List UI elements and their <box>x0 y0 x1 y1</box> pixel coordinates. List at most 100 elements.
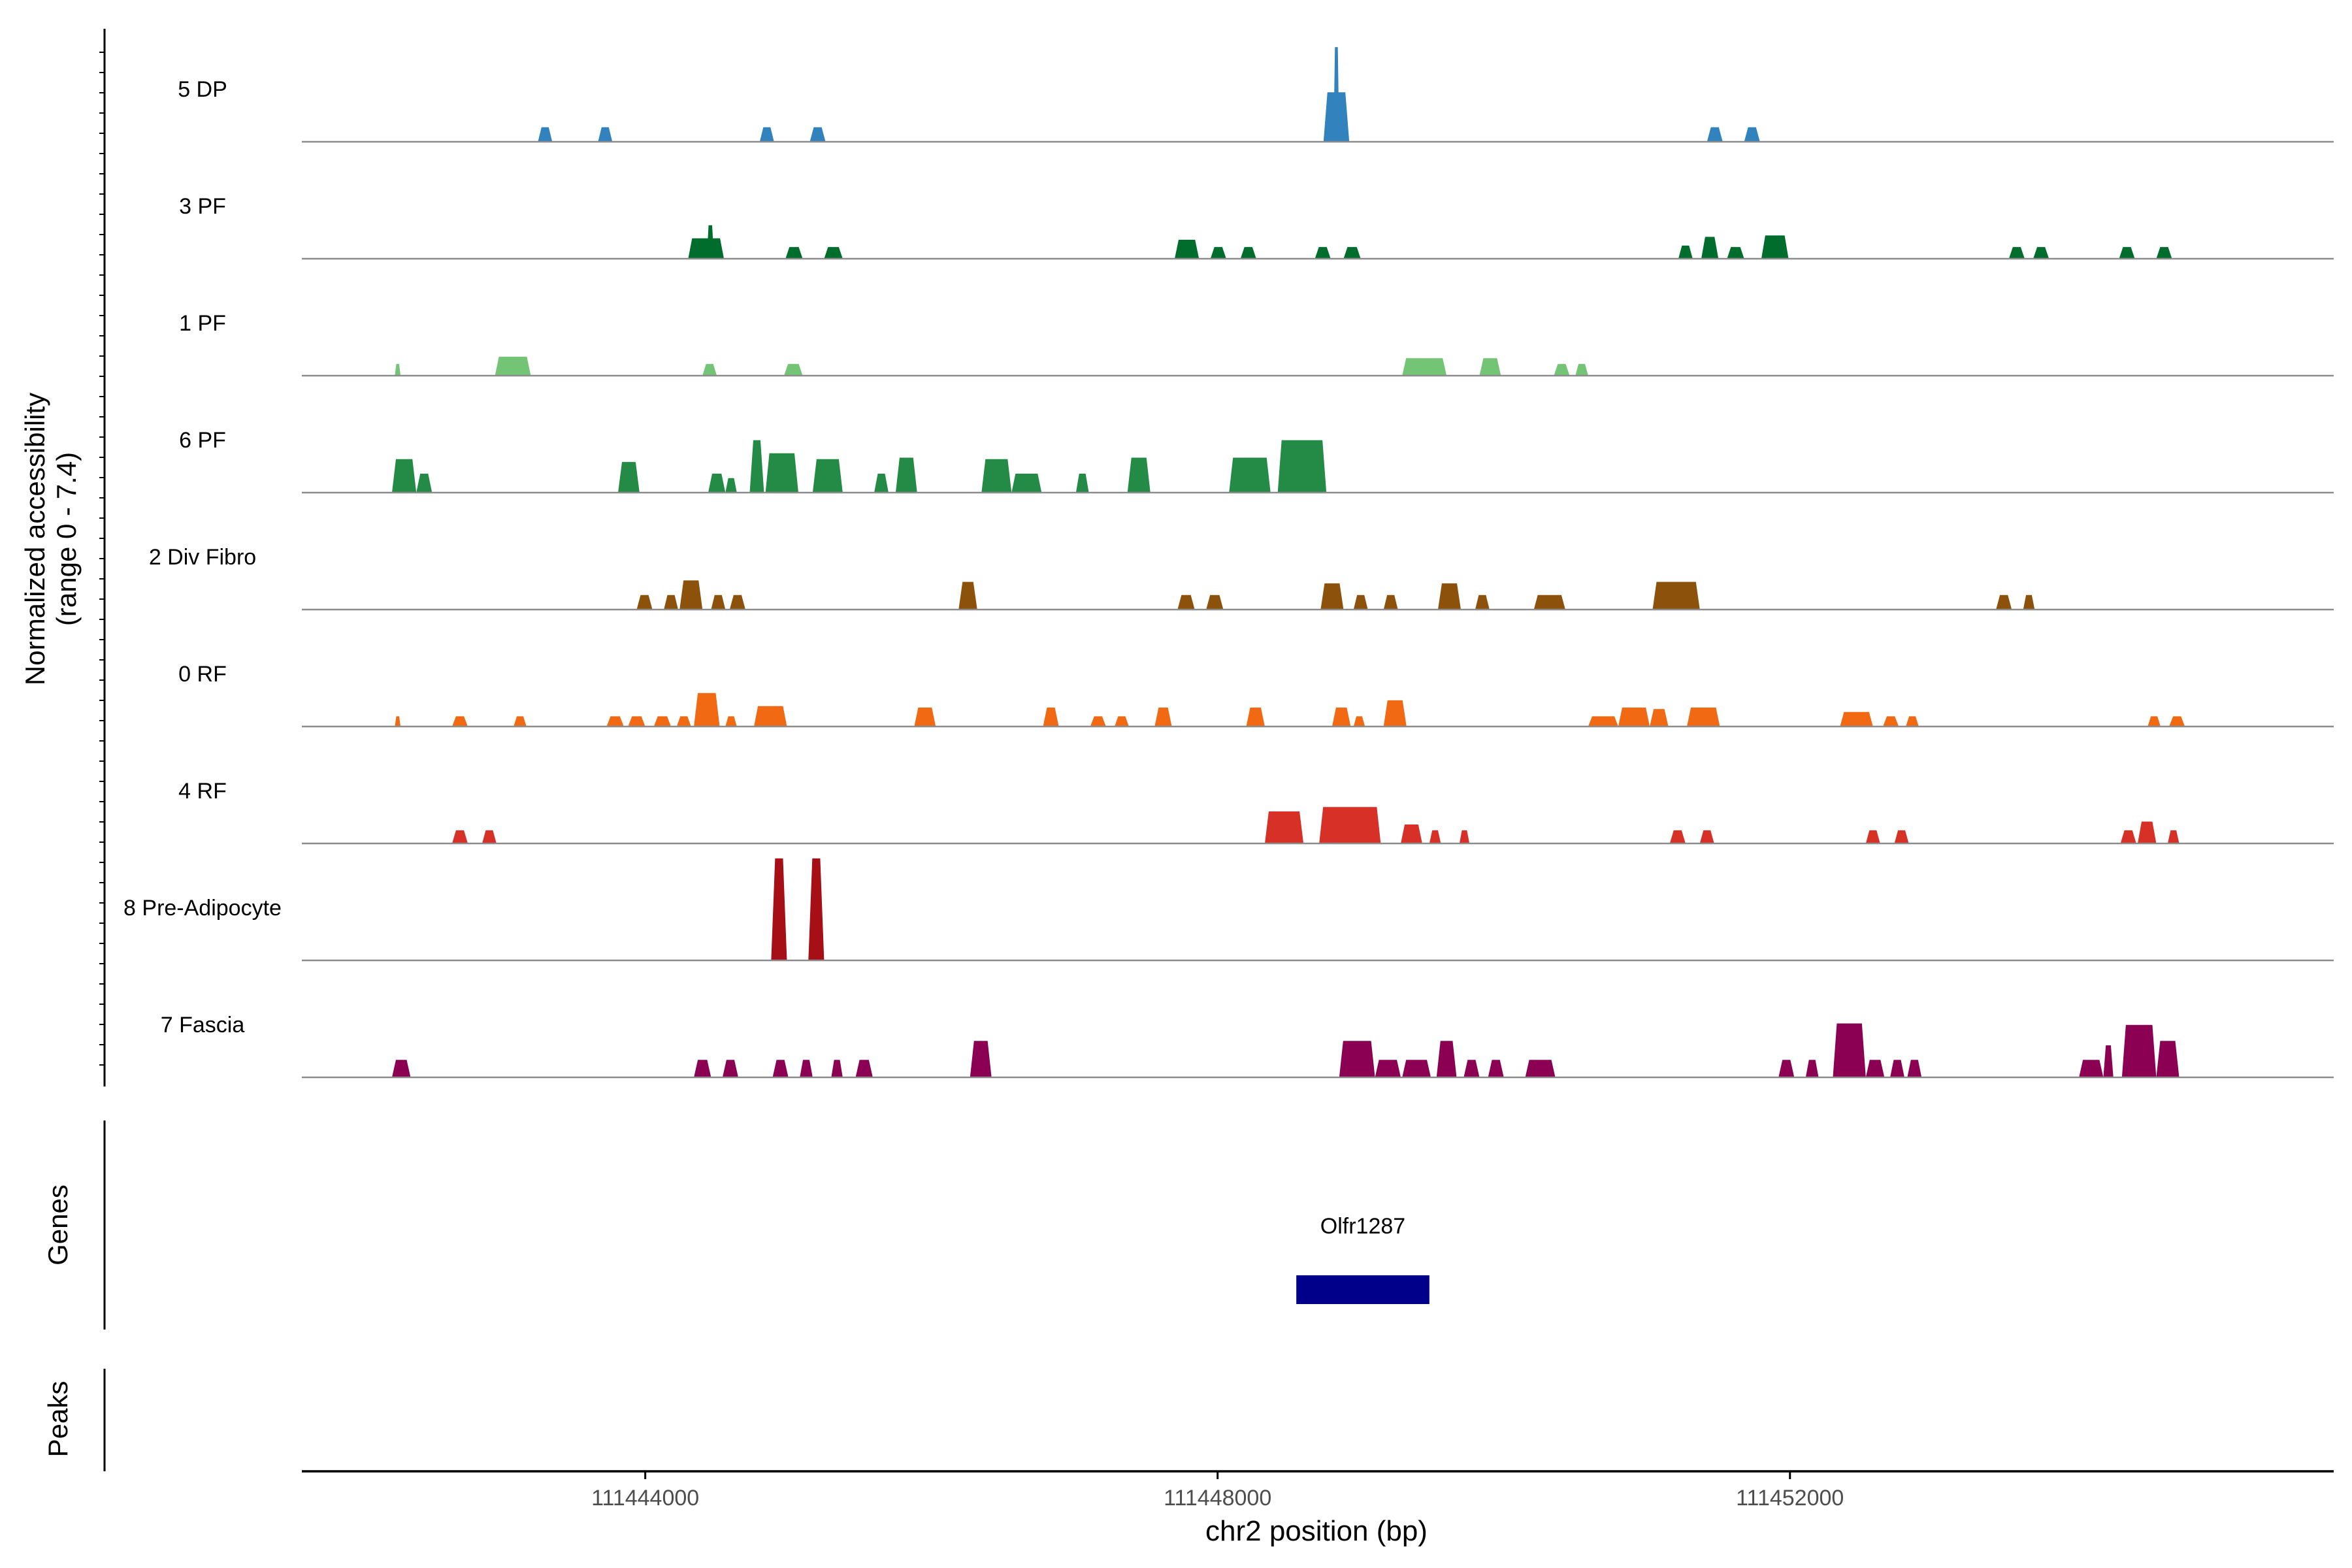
accessibility-peak <box>1277 440 1327 493</box>
track-7-fascia: 7 Fascia <box>161 1013 2334 1079</box>
accessibility-peak <box>1533 595 1565 610</box>
accessibility-peak <box>1090 716 1106 727</box>
accessibility-peak <box>1996 595 2012 610</box>
accessibility-peak <box>694 1060 711 1077</box>
accessibility-peak <box>676 716 691 727</box>
track-label: 3 PF <box>179 194 226 219</box>
accessibility-peak <box>812 459 843 493</box>
accessibility-peak <box>785 247 803 259</box>
accessibility-peak <box>914 708 936 727</box>
accessibility-peak <box>708 474 726 493</box>
accessibility-peak <box>694 693 720 727</box>
track-6-pf: 6 PF <box>179 428 2334 494</box>
accessibility-peak <box>1554 364 1570 376</box>
accessibility-peak <box>653 716 672 727</box>
gene-body <box>1296 1275 1429 1304</box>
accessibility-peak <box>702 364 717 376</box>
accessibility-peak <box>970 1041 992 1077</box>
accessibility-peak <box>874 474 889 493</box>
accessibility-peak <box>1315 247 1331 259</box>
accessibility-peak <box>1429 830 1441 843</box>
track-label: 4 RF <box>178 779 227 804</box>
accessibility-peak <box>1383 700 1407 727</box>
accessibility-peak <box>451 716 468 727</box>
accessibility-peak <box>1075 474 1089 493</box>
accessibility-peak <box>416 474 433 493</box>
accessibility-peak <box>1210 247 1226 259</box>
accessibility-tracks: 5 DP 3 PF 1 PF 6 PF 2 Div Fibro 0 RF 4 RF 8 Pre… <box>99 29 2334 1086</box>
track-label: 8 Pre-Adipocyte <box>123 896 282 921</box>
accessibility-peak <box>809 127 826 142</box>
accessibility-peak <box>1401 825 1422 843</box>
accessibility-peak <box>538 127 553 142</box>
accessibility-peak <box>1402 1060 1431 1077</box>
accessibility-peak <box>725 478 737 493</box>
accessibility-peak <box>1331 708 1351 727</box>
accessibility-peak <box>759 127 774 142</box>
track-label: 7 Fascia <box>161 1013 245 1037</box>
accessibility-peak <box>1701 237 1719 259</box>
accessibility-peak <box>1761 235 1789 259</box>
accessibility-peak <box>824 247 843 259</box>
accessibility-peak <box>664 595 679 610</box>
accessibility-peak <box>1011 474 1042 493</box>
accessibility-peak <box>1229 457 1271 493</box>
accessibility-peak <box>1618 708 1650 727</box>
track-3-pf: 3 PF <box>179 194 2334 260</box>
accessibility-peak <box>1479 358 1501 376</box>
track-5-dp: 5 DP <box>178 47 2334 143</box>
accessibility-peak <box>1375 1060 1401 1077</box>
accessibility-peak <box>514 716 527 727</box>
gene-track-label: Genes <box>42 1184 73 1266</box>
accessibility-peak <box>1333 47 1339 142</box>
accessibility-peak <box>1575 364 1588 376</box>
accessibility-peak <box>1402 358 1447 376</box>
gene-label: Olfr1287 <box>1320 1214 1405 1239</box>
accessibility-peak <box>679 580 703 610</box>
accessibility-peak <box>725 716 737 727</box>
accessibility-peak <box>1488 1060 1504 1077</box>
accessibility-peak <box>2119 247 2135 259</box>
accessibility-peak <box>1525 1060 1556 1077</box>
accessibility-peak <box>1805 1060 1819 1077</box>
track-1-pf: 1 PF <box>179 311 2334 377</box>
accessibility-peak <box>771 858 787 960</box>
accessibility-peak <box>1174 240 1200 259</box>
x-tick-label: 111452000 <box>1736 1486 1844 1511</box>
accessibility-peak <box>1865 830 1880 843</box>
accessibility-peak <box>2156 1041 2180 1077</box>
accessibility-peak <box>495 357 531 376</box>
accessibility-peak <box>958 581 977 610</box>
accessibility-peak <box>2156 247 2172 259</box>
accessibility-peak <box>628 716 645 727</box>
accessibility-peak <box>2120 830 2136 843</box>
accessibility-peak <box>1177 595 1195 610</box>
accessibility-peak <box>1883 716 1899 727</box>
accessibility-peak <box>1744 127 1760 142</box>
accessibility-peak <box>1206 595 1224 610</box>
accessibility-peak <box>772 1060 789 1077</box>
accessibility-peak <box>729 595 745 610</box>
accessibility-peak <box>598 127 613 142</box>
track-0-rf: 0 RF <box>178 662 2334 728</box>
accessibility-peak <box>1475 595 1490 610</box>
accessibility-peak <box>1669 830 1686 843</box>
accessibility-peak <box>1707 127 1723 142</box>
accessibility-peak <box>1353 716 1365 727</box>
accessibility-peak <box>754 706 787 727</box>
accessibility-peak <box>1652 581 1700 610</box>
gene-track: Olfr1287 <box>103 1120 1429 1330</box>
accessibility-peak <box>395 716 401 727</box>
accessibility-peak <box>1687 708 1720 727</box>
accessibility-peak <box>1894 830 1909 843</box>
accessibility-peak <box>1865 1060 1885 1077</box>
accessibility-peak <box>1343 247 1361 259</box>
accessibility-peak <box>2148 716 2161 727</box>
accessibility-peak <box>800 1060 813 1077</box>
accessibility-peak <box>1463 1060 1480 1077</box>
accessibility-peak <box>765 453 798 493</box>
x-axis-label: chr2 position (bp) <box>1205 1515 1428 1547</box>
track-4-rf: 4 RF <box>178 779 2334 845</box>
accessibility-peak <box>482 830 497 843</box>
